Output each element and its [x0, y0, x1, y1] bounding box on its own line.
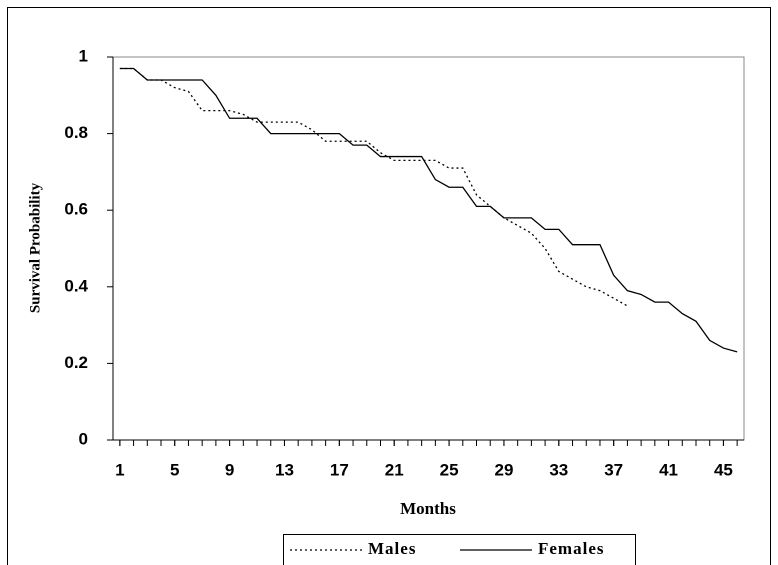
x-tick-label: 41: [659, 460, 678, 479]
legend-label: Females: [538, 539, 604, 558]
plot-area: [112, 56, 745, 441]
series-line: [119, 67, 628, 307]
x-tick-label: 13: [275, 460, 294, 479]
x-tick-label: 37: [604, 460, 623, 479]
y-tick-label: 0.4: [64, 276, 88, 295]
x-tick-label: 17: [330, 460, 349, 479]
x-tick-label: 45: [714, 460, 733, 479]
chart-border: [7, 7, 771, 565]
y-tick-label: 1: [79, 46, 88, 65]
y-tick-label: 0.8: [64, 123, 88, 142]
x-tick-label: 33: [549, 460, 568, 479]
y-tick-label: 0.6: [64, 200, 88, 219]
y-axis-title: Survival Probability: [27, 182, 43, 313]
x-tick-label: 25: [440, 460, 459, 479]
series-line: [119, 67, 738, 353]
x-tick-label: 5: [170, 460, 179, 479]
legend-label: Males: [368, 539, 416, 558]
y-tick-label: 0.2: [64, 353, 88, 372]
x-axis-title: Months: [400, 499, 456, 518]
x-tick-label: 21: [385, 460, 404, 479]
legend: [283, 534, 636, 565]
x-tick-label: 1: [115, 460, 124, 479]
x-tick-label: 29: [494, 460, 513, 479]
y-tick-label: 0: [79, 429, 88, 448]
x-tick-label: 9: [225, 460, 234, 479]
